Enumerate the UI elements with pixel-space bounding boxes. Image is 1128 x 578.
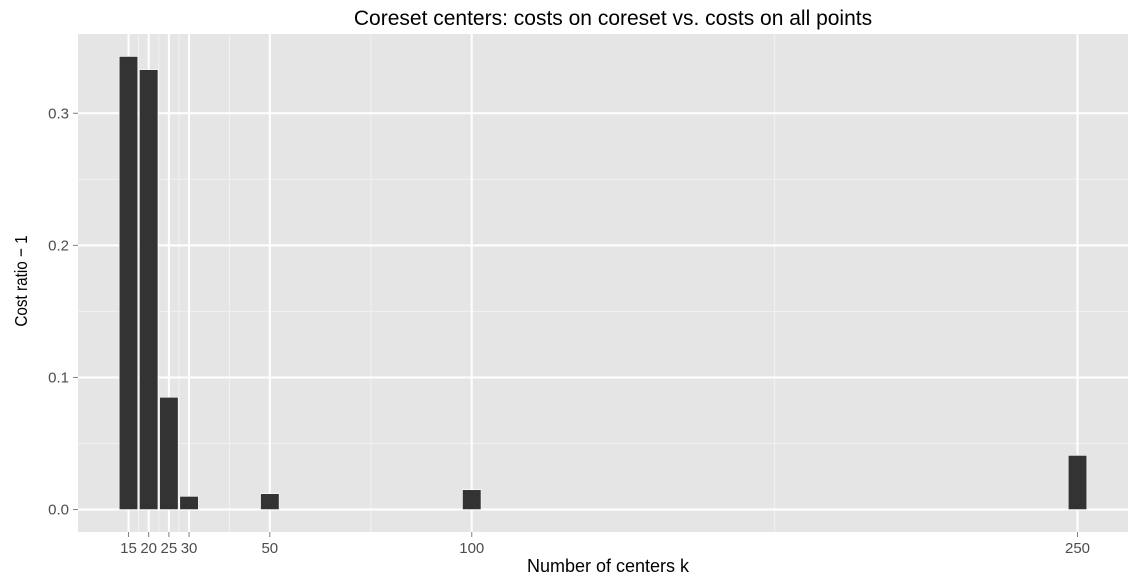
bar-k-15 [118, 56, 139, 510]
y-tick-label: 0.0 [48, 502, 69, 519]
x-tick-label: 25 [161, 540, 178, 557]
bar-k-20 [139, 69, 159, 510]
chart-title: Coreset centers: costs on coreset vs. co… [354, 7, 872, 30]
x-tick-label: 100 [459, 540, 484, 557]
x-axis-title: Number of centers k [527, 556, 690, 576]
y-tick-label: 0.2 [48, 237, 69, 254]
x-tick-label: 20 [140, 540, 157, 557]
x-tick-label: 15 [120, 540, 137, 557]
y-axis: 0.0 0.1 0.2 0.3 [48, 105, 78, 519]
bar-k-50 [260, 493, 280, 510]
x-axis: 15 20 25 30 50 100 250 [120, 532, 1090, 557]
minor-gridlines [78, 34, 1128, 532]
bar-k-250 [1067, 455, 1088, 510]
plot-panel [78, 34, 1128, 532]
y-tick-label: 0.3 [48, 105, 69, 122]
x-tick-label: 30 [181, 540, 198, 557]
bar-k-100 [462, 489, 482, 510]
y-tick-label: 0.1 [48, 369, 69, 386]
x-tick-label: 250 [1065, 540, 1090, 557]
bars [118, 56, 1088, 510]
bar-k-25 [159, 396, 179, 510]
bar-k-30 [179, 496, 199, 510]
y-axis-title: Cost ratio − 1 [11, 235, 31, 326]
x-tick-label: 50 [261, 540, 278, 557]
